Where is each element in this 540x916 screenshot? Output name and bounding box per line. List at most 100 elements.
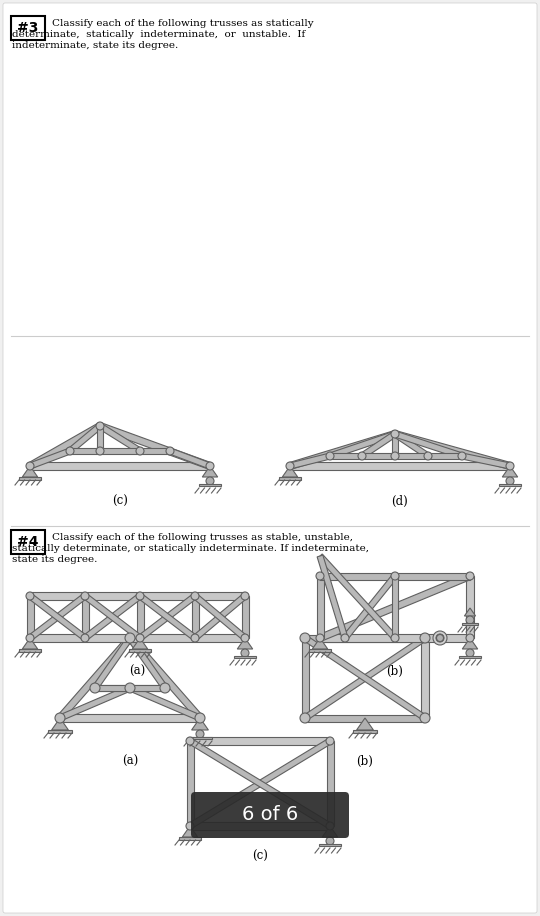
Bar [179, 837, 201, 840]
Circle shape [206, 462, 214, 470]
Polygon shape [138, 594, 197, 640]
Polygon shape [316, 576, 323, 638]
Bar [48, 730, 72, 733]
Polygon shape [137, 596, 144, 638]
Polygon shape [169, 448, 211, 469]
Polygon shape [83, 594, 142, 640]
Polygon shape [466, 576, 474, 638]
Polygon shape [192, 718, 208, 730]
Circle shape [66, 447, 74, 455]
Polygon shape [395, 453, 428, 459]
Polygon shape [421, 638, 429, 718]
Polygon shape [28, 594, 87, 640]
Polygon shape [138, 594, 197, 640]
Polygon shape [330, 453, 362, 459]
Polygon shape [237, 638, 253, 649]
Circle shape [191, 592, 199, 600]
Polygon shape [95, 685, 130, 691]
Polygon shape [301, 638, 308, 718]
Polygon shape [343, 574, 397, 640]
Polygon shape [28, 594, 87, 640]
Text: indeterminate, state its degree.: indeterminate, state its degree. [12, 41, 178, 50]
Polygon shape [129, 685, 201, 721]
Circle shape [195, 713, 205, 723]
Circle shape [136, 634, 144, 642]
Polygon shape [188, 738, 332, 829]
Polygon shape [57, 636, 133, 720]
Circle shape [391, 452, 399, 460]
Bar [188, 737, 212, 739]
FancyBboxPatch shape [3, 3, 537, 913]
Circle shape [125, 683, 135, 693]
Bar [459, 656, 481, 658]
Bar [499, 484, 521, 486]
FancyBboxPatch shape [191, 792, 349, 838]
Polygon shape [290, 462, 510, 470]
Text: (c): (c) [112, 495, 128, 507]
Polygon shape [329, 431, 396, 459]
Polygon shape [392, 434, 398, 456]
Polygon shape [303, 636, 427, 721]
Circle shape [96, 422, 104, 430]
Polygon shape [428, 453, 462, 459]
Text: #3: #3 [17, 21, 39, 35]
Polygon shape [130, 685, 165, 691]
Bar [234, 656, 256, 658]
Polygon shape [30, 634, 245, 642]
Circle shape [191, 634, 199, 642]
Bar [129, 649, 151, 652]
Circle shape [136, 447, 144, 455]
Polygon shape [60, 714, 200, 722]
Polygon shape [318, 554, 397, 640]
Polygon shape [282, 466, 298, 477]
Circle shape [466, 634, 474, 642]
Circle shape [424, 452, 432, 460]
Circle shape [326, 737, 334, 745]
Circle shape [136, 592, 144, 600]
Polygon shape [305, 714, 425, 722]
Polygon shape [322, 826, 338, 837]
Circle shape [436, 634, 444, 642]
Polygon shape [52, 718, 69, 730]
Circle shape [90, 683, 100, 693]
Polygon shape [289, 431, 396, 469]
Polygon shape [461, 453, 511, 469]
Polygon shape [360, 431, 397, 459]
Text: (b): (b) [387, 664, 403, 678]
Polygon shape [190, 822, 330, 830]
Polygon shape [132, 638, 148, 649]
Circle shape [26, 592, 34, 600]
Circle shape [241, 592, 249, 600]
Text: (a): (a) [129, 664, 145, 678]
Circle shape [326, 452, 334, 460]
Polygon shape [303, 636, 427, 721]
Polygon shape [70, 448, 100, 454]
Circle shape [160, 683, 170, 693]
Circle shape [26, 634, 34, 642]
Circle shape [506, 477, 514, 485]
Circle shape [316, 572, 324, 580]
Polygon shape [83, 594, 142, 640]
Polygon shape [317, 555, 348, 638]
Circle shape [466, 616, 474, 624]
Polygon shape [26, 596, 33, 638]
Bar [199, 484, 221, 486]
Polygon shape [22, 638, 38, 649]
Circle shape [420, 713, 430, 723]
Polygon shape [68, 424, 102, 453]
Polygon shape [193, 594, 247, 640]
Polygon shape [464, 608, 476, 616]
Text: determinate,  statically  indeterminate,  or  unstable.  If: determinate, statically indeterminate, o… [12, 30, 305, 39]
Polygon shape [82, 596, 89, 638]
Text: (b): (b) [356, 755, 374, 768]
Bar [319, 844, 341, 846]
Bar [462, 623, 478, 625]
Polygon shape [140, 448, 170, 454]
Polygon shape [30, 462, 210, 470]
Polygon shape [327, 741, 334, 826]
Polygon shape [28, 423, 102, 469]
Circle shape [391, 634, 399, 642]
Polygon shape [320, 634, 470, 642]
Circle shape [96, 447, 104, 455]
Circle shape [26, 462, 34, 470]
